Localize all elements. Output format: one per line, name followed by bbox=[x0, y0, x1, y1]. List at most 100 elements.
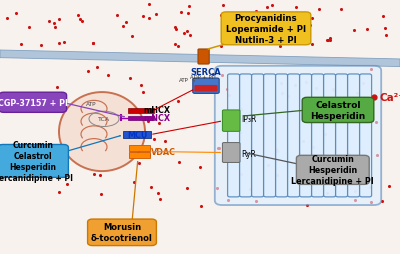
Point bbox=[156, 121, 163, 125]
Point bbox=[246, 187, 253, 191]
Point bbox=[51, 22, 58, 26]
Point bbox=[322, 132, 329, 136]
Point bbox=[248, 24, 255, 28]
FancyBboxPatch shape bbox=[240, 75, 252, 197]
FancyBboxPatch shape bbox=[128, 116, 154, 121]
Point bbox=[386, 184, 393, 188]
Point bbox=[298, 39, 304, 43]
Point bbox=[151, 138, 158, 142]
FancyBboxPatch shape bbox=[300, 75, 312, 197]
FancyBboxPatch shape bbox=[360, 75, 372, 197]
Point bbox=[210, 72, 216, 76]
Point bbox=[136, 162, 142, 166]
Text: MCU: MCU bbox=[127, 130, 148, 139]
Point bbox=[187, 34, 194, 38]
Point bbox=[172, 43, 178, 47]
Point bbox=[253, 10, 260, 14]
FancyBboxPatch shape bbox=[129, 146, 150, 152]
Point bbox=[61, 41, 68, 45]
Point bbox=[262, 28, 268, 32]
Point bbox=[86, 119, 92, 123]
Point bbox=[153, 12, 159, 17]
Point bbox=[162, 139, 168, 143]
Point bbox=[90, 172, 97, 176]
Point bbox=[221, 114, 227, 118]
Text: SERCA: SERCA bbox=[191, 68, 221, 77]
FancyBboxPatch shape bbox=[193, 79, 219, 94]
Point bbox=[86, 113, 92, 117]
Point bbox=[98, 192, 104, 196]
Point bbox=[148, 185, 154, 189]
Point bbox=[306, 33, 312, 37]
Point bbox=[90, 42, 96, 46]
Point bbox=[383, 34, 390, 38]
Point bbox=[94, 66, 100, 70]
Text: ATP: ATP bbox=[179, 77, 189, 83]
Point bbox=[140, 91, 146, 95]
FancyBboxPatch shape bbox=[198, 50, 209, 65]
Point bbox=[154, 192, 161, 196]
Point bbox=[144, 120, 151, 124]
Point bbox=[222, 20, 229, 24]
FancyBboxPatch shape bbox=[348, 75, 360, 197]
Point bbox=[367, 200, 374, 204]
Point bbox=[57, 152, 64, 156]
Text: Ca²⁺: Ca²⁺ bbox=[380, 93, 400, 103]
Point bbox=[277, 82, 284, 86]
Point bbox=[373, 121, 379, 125]
Point bbox=[173, 28, 179, 32]
Point bbox=[131, 180, 137, 184]
Point bbox=[307, 24, 313, 28]
FancyBboxPatch shape bbox=[221, 13, 311, 45]
Point bbox=[238, 108, 244, 112]
Point bbox=[325, 39, 332, 43]
Point bbox=[77, 18, 84, 22]
Text: Procyanidins
Loperamide + PI
Nutlin-3 + PI: Procyanidins Loperamide + PI Nutlin-3 + … bbox=[226, 14, 306, 45]
Point bbox=[198, 204, 204, 208]
Point bbox=[197, 165, 203, 169]
FancyBboxPatch shape bbox=[129, 152, 150, 158]
Point bbox=[311, 108, 318, 113]
Text: Celastrol
Hesperidin: Celastrol Hesperidin bbox=[310, 101, 366, 120]
Point bbox=[313, 87, 320, 91]
Point bbox=[219, 73, 226, 77]
Point bbox=[285, 94, 291, 99]
Point bbox=[274, 173, 280, 177]
Point bbox=[127, 77, 133, 81]
Point bbox=[218, 14, 224, 18]
Point bbox=[304, 37, 310, 41]
Point bbox=[354, 92, 360, 96]
FancyBboxPatch shape bbox=[324, 75, 336, 197]
Point bbox=[138, 84, 144, 88]
FancyBboxPatch shape bbox=[123, 131, 151, 139]
Text: Morusin
δ-tocotrienol: Morusin δ-tocotrienol bbox=[91, 223, 153, 242]
Point bbox=[186, 5, 192, 9]
Point bbox=[127, 141, 134, 145]
Point bbox=[215, 146, 221, 150]
Point bbox=[351, 29, 357, 33]
Point bbox=[123, 21, 130, 25]
Point bbox=[214, 186, 221, 190]
Point bbox=[85, 70, 91, 74]
Point bbox=[52, 26, 58, 30]
Point bbox=[13, 11, 19, 15]
Point bbox=[181, 31, 187, 36]
Point bbox=[292, 83, 298, 87]
Point bbox=[268, 27, 275, 31]
Point bbox=[323, 39, 330, 43]
Point bbox=[252, 199, 259, 203]
FancyBboxPatch shape bbox=[264, 75, 276, 197]
Point bbox=[250, 20, 256, 24]
Point bbox=[324, 191, 330, 195]
Point bbox=[363, 159, 370, 163]
Point bbox=[367, 186, 374, 190]
Point bbox=[91, 115, 97, 119]
Text: VDAC: VDAC bbox=[151, 147, 176, 156]
Point bbox=[93, 151, 100, 155]
Point bbox=[316, 8, 323, 12]
Text: ADP + Pi: ADP + Pi bbox=[190, 74, 214, 79]
Point bbox=[38, 44, 44, 48]
Point bbox=[175, 45, 181, 49]
Point bbox=[279, 91, 286, 95]
Point bbox=[101, 124, 107, 128]
